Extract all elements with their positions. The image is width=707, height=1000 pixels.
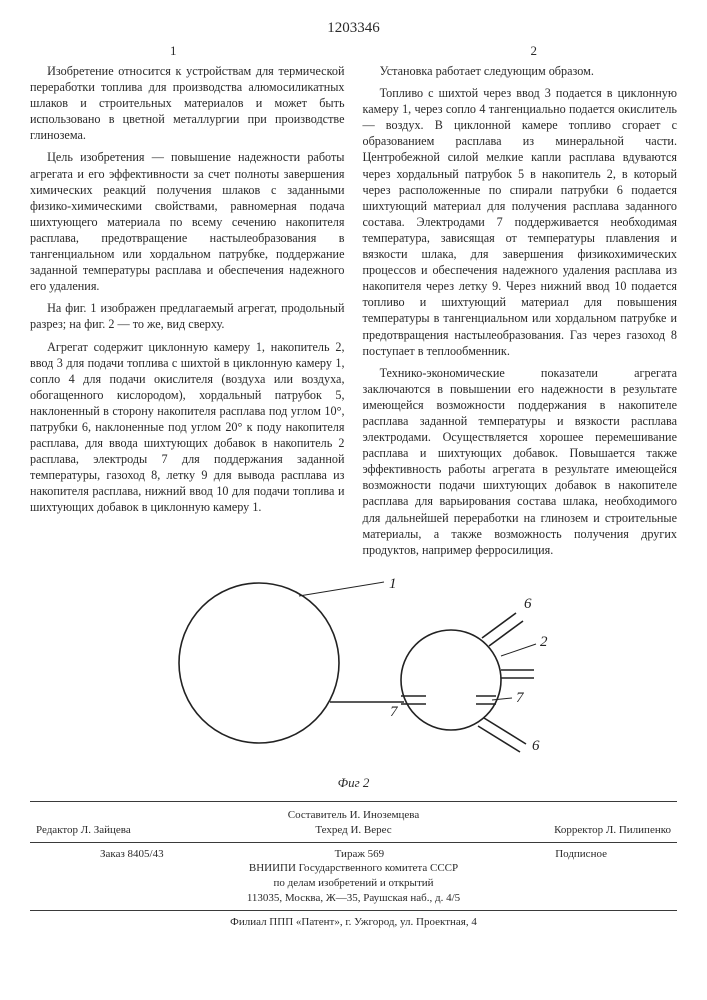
leader-7r: [492, 698, 512, 700]
footer-addr1: 113035, Москва, Ж—35, Раушская наб., д. …: [30, 891, 677, 906]
figure-caption: Фиг 2: [30, 775, 677, 791]
figure-svg: 1 6 2 7 6 7: [104, 578, 604, 768]
leader-1: [299, 582, 384, 596]
footer-compiler: Составитель И. Иноземцева: [30, 808, 677, 823]
footer-org1: ВНИИПИ Государственного комитета СССР: [30, 861, 677, 876]
footer-names-row: Редактор Л. Зайцева Техред И. Верес Корр…: [30, 823, 677, 838]
circle-2: [401, 630, 501, 730]
footer-tirazh: Тираж 569: [335, 847, 385, 862]
footer-zakaz-row: Заказ 8405/43 Тираж 569 Подписное: [30, 847, 677, 862]
left-p4: Агрегат содержит циклонную камеру 1, нак…: [30, 339, 345, 516]
footer-divider-1: [30, 842, 677, 843]
pipe-6-bottom: [484, 718, 526, 744]
left-p2: Цель изобретения — повышение надежности …: [30, 149, 345, 294]
footer-org2: по делам изобретений и открытий: [30, 876, 677, 891]
footer-divider-2: [30, 910, 677, 911]
footer-corrector: Корректор Л. Пилипенко: [459, 823, 671, 838]
pipe-6-top: [482, 613, 516, 638]
label-2: 2: [540, 634, 548, 650]
label-7a: 7: [390, 704, 399, 720]
document-number: 1203346: [30, 20, 677, 37]
label-1: 1: [389, 578, 397, 592]
label-6b: 6: [532, 738, 540, 754]
footer-editor: Редактор Л. Зайцева: [36, 823, 248, 838]
page-markers: 1 2: [30, 43, 677, 59]
footer-addr2: Филиал ППП «Патент», г. Ужгород, ул. Про…: [30, 915, 677, 930]
figure-2: 1 6 2 7 6 7 Фиг 2: [30, 578, 677, 791]
leader-2: [501, 644, 536, 656]
pipe-6-bottom-b: [478, 726, 520, 752]
page-right: 2: [531, 43, 538, 59]
text-columns: Изобретение относится к устройствам для …: [30, 63, 677, 564]
label-6a: 6: [524, 596, 532, 612]
circle-1: [179, 583, 339, 743]
right-p1: Установка работает следующим образом.: [363, 63, 678, 79]
right-p2: Топливо с шихтой через ввод 3 подается в…: [363, 85, 678, 359]
page-left: 1: [170, 43, 177, 59]
left-column: Изобретение относится к устройствам для …: [30, 63, 345, 564]
right-column: Установка работает следующим образом. То…: [363, 63, 678, 564]
footer-techred: Техред И. Верес: [248, 823, 460, 838]
right-p3: Технико-экономические показатели агрегат…: [363, 365, 678, 558]
footer-zakaz: Заказ 8405/43: [100, 847, 164, 862]
footer-block: Составитель И. Иноземцева Редактор Л. За…: [30, 801, 677, 930]
label-7b: 7: [516, 690, 525, 706]
left-p3: На фиг. 1 изображен предлагаемый агрегат…: [30, 300, 345, 332]
footer-podpisnoe: Подписное: [555, 847, 607, 862]
pipe-6-top-b: [489, 621, 523, 646]
left-p1: Изобретение относится к устройствам для …: [30, 63, 345, 143]
